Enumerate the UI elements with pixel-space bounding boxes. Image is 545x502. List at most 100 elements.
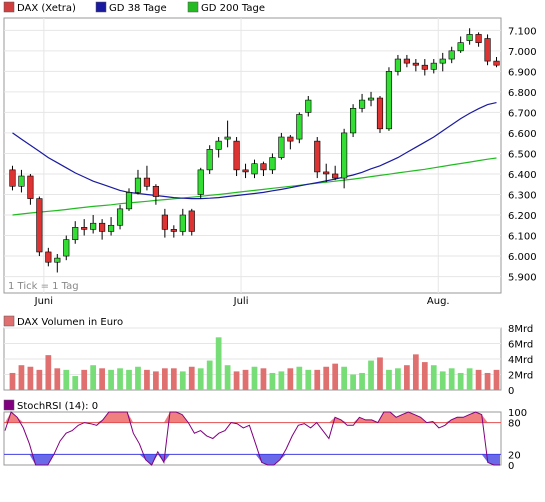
volume-bar <box>99 368 105 390</box>
candle-body <box>457 42 464 52</box>
price-legend: DAX (Xetra) GD 38 Tage GD 200 Tage <box>3 1 265 14</box>
volume-bar <box>90 365 97 390</box>
volume-bar <box>224 365 231 390</box>
price-y-tick-label: 6.400 <box>508 170 537 181</box>
candle-body <box>394 58 401 72</box>
volume-y-tick-label: 0 <box>508 386 514 397</box>
volume-bar <box>206 360 213 390</box>
price-y-tick-label: 6.000 <box>508 252 537 263</box>
stochrsi-title: StochRSI (14): 0 <box>17 401 98 412</box>
stochrsi-y-tick-label: 20 <box>508 450 521 461</box>
volume-y-tick-label: 4Mrd <box>508 355 533 366</box>
candle-body <box>421 64 428 70</box>
volume-y-tick-label: 6Mrd <box>508 340 533 351</box>
volume-bar <box>45 355 52 390</box>
candle-body <box>54 257 61 263</box>
volume-bar <box>368 360 374 390</box>
candle-body <box>493 60 500 66</box>
candle-body <box>448 50 455 60</box>
volume-bar <box>341 366 348 390</box>
legend-label-gd200: GD 200 Tage <box>201 3 265 14</box>
ma200-line <box>12 157 497 216</box>
price-y-tick-label: 6.500 <box>508 149 537 160</box>
volume-bar <box>197 368 204 390</box>
legend-swatch-dax <box>3 1 15 13</box>
price-y-axis: 5.900 6.000 6.100 6.200 6.300 6.400 6.500 6.600… <box>508 26 537 283</box>
candle-body <box>206 149 213 171</box>
price-y-tick-label: 7.000 <box>508 47 537 58</box>
candle-body <box>90 222 97 230</box>
volume-bar <box>305 369 312 390</box>
price-y-tick-label: 6.700 <box>508 108 537 119</box>
candle-body <box>475 34 482 43</box>
volume-bar <box>27 366 34 390</box>
candle-body <box>81 227 88 230</box>
volume-title: DAX Volumen in Euro <box>17 317 123 328</box>
volume-bar <box>287 368 294 390</box>
month-label: Juni <box>34 296 53 307</box>
ma38-line <box>12 102 497 200</box>
price-y-tick-label: 6.600 <box>508 129 537 140</box>
volume-bar <box>430 365 437 390</box>
price-y-tick-label: 6.100 <box>508 232 537 243</box>
price-y-tick-label: 6.800 <box>508 88 537 99</box>
candle-body <box>27 175 34 199</box>
candle-body <box>466 34 473 41</box>
legend-swatch-gd200 <box>187 1 199 13</box>
stochrsi-y-tick-label: 80 <box>508 419 521 430</box>
price-panel: 5.900 6.000 6.100 6.200 6.300 6.400 6.500 6.600… <box>3 1 537 465</box>
volume-bar <box>377 357 383 390</box>
candle-body <box>439 58 446 64</box>
candle-body <box>9 169 16 187</box>
volume-bar <box>63 369 70 390</box>
volume-bar <box>323 366 330 390</box>
candle-body <box>224 136 231 140</box>
candle-body <box>341 132 348 179</box>
volume-bar <box>233 371 240 390</box>
candle-body <box>143 177 151 187</box>
candle-body <box>260 163 267 171</box>
volume-bar <box>332 363 339 390</box>
candle-body <box>45 251 52 263</box>
price-y-tick-label: 6.200 <box>508 211 537 222</box>
candle-body <box>63 239 70 257</box>
volume-bar <box>188 366 195 390</box>
candle-body <box>242 169 249 173</box>
volume-bar <box>278 371 285 390</box>
volume-y-tick-label: 8Mrd <box>508 324 533 335</box>
price-y-tick-label: 6.300 <box>508 190 537 201</box>
candle-body <box>287 136 294 142</box>
volume-bar <box>314 369 321 390</box>
candle-body <box>251 163 258 175</box>
volume-bar <box>170 368 177 390</box>
volume-bar <box>350 374 356 390</box>
candle-body <box>179 214 186 232</box>
volume-bar <box>9 372 16 390</box>
volume-bars <box>9 337 500 390</box>
legend-label-gd38: GD 38 Tage <box>109 3 167 14</box>
volume-bar <box>386 369 392 390</box>
volume-bar <box>18 365 25 390</box>
volume-bar <box>269 372 276 390</box>
price-y-tick-label: 7.100 <box>508 26 537 37</box>
legend-label-dax: DAX (Xetra) <box>17 3 76 14</box>
volume-bar <box>81 369 88 390</box>
volume-bar <box>117 368 123 390</box>
volume-bar <box>421 362 428 390</box>
candle-body <box>367 97 375 101</box>
candle-body <box>188 210 195 232</box>
stochrsi-y-tick-label: 100 <box>508 408 527 419</box>
volume-bar <box>36 369 43 390</box>
candle-body <box>18 175 25 187</box>
tick-note: 1 Tick = 1 Tag <box>8 281 79 292</box>
volume-bar <box>260 368 267 390</box>
price-y-tick-label: 6.900 <box>508 67 537 78</box>
volume-bar <box>395 368 401 390</box>
volume-bar <box>457 372 464 390</box>
month-label: Juli <box>233 296 249 307</box>
stochrsi-panel-frame <box>3 411 502 466</box>
volume-bar <box>54 368 61 390</box>
month-labels: Juni Juli Aug. <box>34 296 450 307</box>
